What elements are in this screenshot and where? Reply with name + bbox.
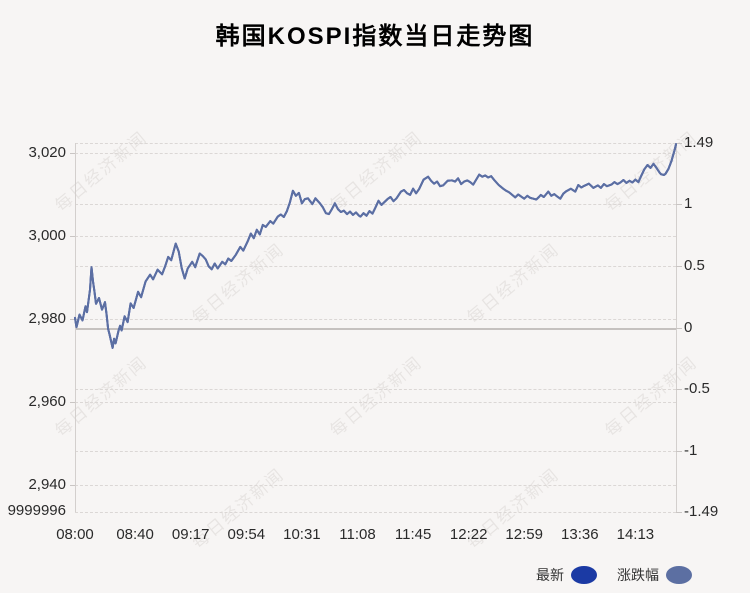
y-left-bottom-label: 9999996 [7,502,66,519]
y-left-tickmark [70,152,75,154]
x-axis-tick-label: 11:45 [394,526,432,543]
legend-dot-latest-icon [571,566,597,584]
gridline-price [75,485,676,486]
y-right-tickmark [676,327,682,329]
gridline-price [75,152,676,154]
gridline-percent [75,451,676,453]
x-axis-tick-label: 10:31 [283,526,321,543]
y-left-tick-label: 2,960 [28,392,66,410]
legend: 最新 涨跌幅 [536,565,692,585]
y-left-tick-label: 2,940 [28,476,66,493]
y-right-tick-label: -1.49 [684,503,719,520]
legend-label-change: 涨跌幅 [617,567,659,583]
y-left-tickmark [70,235,75,237]
y-right-tickmark [676,265,682,267]
prev-close-zero-line [75,327,676,330]
x-axis-tick-label: 11:08 [339,526,376,543]
latest-price-line [74,143,677,349]
y-left-tick-label: 3,000 [28,226,66,244]
y-right-tick-label: -1 [684,442,698,460]
x-axis-tick-label: 12:22 [449,526,488,543]
x-axis-tick-label: 09:54 [227,526,266,543]
y-left-tick-label: 3,020 [28,143,66,161]
x-axis-tick-label: 08:40 [116,526,154,543]
y-axis-left-spine [75,143,76,512]
gridline-percent [75,389,676,391]
y-left-tickmark [70,318,75,320]
y-left-tickmark [70,485,75,486]
y-right-tickmark [676,143,682,144]
legend-dot-change-icon [666,566,692,584]
legend-label-latest: 最新 [536,567,564,583]
gridline-price [75,235,676,237]
x-axis-tick-label: 08:00 [56,526,94,543]
y-right-tick-label: 0.5 [684,256,705,274]
legend-item-change[interactable]: 涨跌幅 [617,565,692,585]
y-left-tickmark [70,401,75,403]
gridline-percent [75,512,676,513]
gridline-price [75,318,676,320]
y-right-tick-label: -0.5 [684,380,710,398]
gridline-percent [75,143,676,144]
y-right-tickmark [676,512,682,513]
y-right-tickmark [676,451,682,453]
y-right-tick-label: 1.49 [684,134,714,151]
x-axis-tick-label: 14:13 [616,526,655,543]
chart-title: 韩国KOSPI指数当日走势图 [215,23,535,50]
x-axis-tick-label: 13:36 [561,526,599,543]
x-axis-tick-label: 09:17 [171,526,210,543]
y-left-tick-label: 2,980 [28,309,66,327]
y-right-tick-label: 0 [684,318,693,336]
change-percent-line [74,143,677,349]
gridline-percent [75,203,676,205]
gridline-price [75,401,676,403]
y-right-tickmark [676,389,682,391]
legend-item-latest[interactable]: 最新 [536,565,597,585]
x-axis-tick-label: 12:59 [505,526,543,543]
y-right-tick-label: 1 [684,194,693,212]
y-right-tickmark [676,203,682,205]
gridline-percent [75,265,676,267]
